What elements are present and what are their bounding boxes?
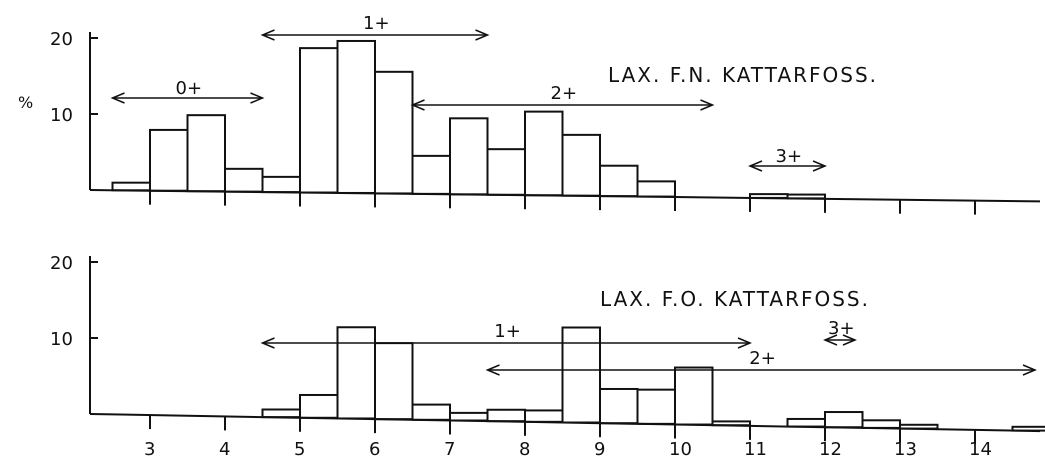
histogram-bar — [599, 387, 639, 425]
age-group-label: 3+ — [776, 146, 803, 167]
arrowhead-right — [1022, 364, 1037, 376]
histogram-bar — [524, 409, 564, 423]
histogram-bar — [599, 164, 639, 198]
age-group-label: 1+ — [494, 321, 521, 342]
x-tick-label: 5 — [294, 439, 305, 460]
histogram-bar — [299, 393, 339, 419]
x-tick-label: 14 — [969, 439, 992, 460]
arrowhead-right — [700, 99, 715, 111]
histogram-bar — [561, 133, 601, 197]
histogram-bar — [711, 420, 751, 427]
x-tick-label: 13 — [894, 439, 917, 460]
histogram-bar — [336, 326, 376, 420]
histogram-bar — [299, 47, 339, 194]
histogram-bar — [449, 411, 489, 422]
histogram-bar — [899, 423, 939, 430]
histogram-bar — [186, 114, 226, 193]
arrowhead-left — [823, 334, 838, 346]
chart-title: LAX. F.N. KATTARFOSS. — [608, 63, 878, 87]
histogram-bar — [524, 110, 564, 197]
arrowhead-right — [812, 160, 827, 172]
y-axis-label: % — [18, 93, 33, 112]
histogram-bar — [636, 388, 676, 425]
histogram-bar — [449, 117, 489, 196]
histogram-bar — [561, 326, 601, 424]
x-tick-label: 11 — [744, 439, 767, 460]
histogram-bar — [336, 39, 376, 194]
histogram-bar — [224, 167, 264, 193]
x-tick-label: 12 — [819, 439, 842, 460]
y-tick-label: 10 — [50, 105, 73, 126]
arrowhead-left — [748, 160, 763, 172]
histogram-bar — [374, 70, 414, 195]
arrowhead-right — [842, 334, 857, 346]
arrowhead-left — [260, 337, 275, 349]
age-group-label: 0+ — [176, 78, 203, 99]
y-tick-label: 20 — [50, 253, 73, 274]
y-tick-label: 20 — [50, 29, 73, 50]
histogram-bar — [411, 154, 451, 195]
arrowhead-left — [110, 92, 125, 104]
age-group-label: 2+ — [551, 83, 578, 104]
arrowhead-right — [737, 337, 752, 349]
chart-title: LAX. F.O. KATTARFOSS. — [600, 287, 870, 311]
arrowhead-left — [410, 99, 425, 111]
x-tick-label: 8 — [519, 439, 530, 460]
x-tick-label: 3 — [144, 439, 155, 460]
histogram-bar — [486, 148, 526, 196]
age-group-label: 3+ — [828, 318, 855, 339]
histogram-bar — [749, 193, 789, 199]
histogram-bar — [674, 366, 714, 426]
age-group-label: 1+ — [363, 13, 390, 34]
histogram-bar — [149, 128, 189, 192]
bottom-histogram-panel: 20 10 3 4 5 6 7 8 9 10 11 12 13 14 LAX. F.O. KATTARFOS… — [50, 253, 1045, 460]
arrowhead-left — [485, 364, 500, 376]
x-tick-label: 4 — [219, 439, 230, 460]
histogram-bar — [261, 408, 301, 419]
top-histogram-panel: 20 10 LAX. F.N. KATTARFOSS.% 0+ 1+ 2+ 3+ — [18, 13, 1041, 215]
histogram-bar — [786, 193, 826, 200]
histogram-bar — [861, 419, 901, 429]
histogram-bar — [374, 342, 414, 421]
y-tick-label: 10 — [50, 329, 73, 350]
x-tick-label: 10 — [669, 439, 692, 460]
histogram-bar — [486, 408, 526, 423]
histogram-bar — [824, 411, 864, 429]
histogram-bar — [111, 181, 151, 192]
histogram-bar — [1011, 425, 1045, 432]
arrowhead-left — [260, 29, 275, 41]
x-tick-label: 7 — [444, 439, 455, 460]
x-tick-label: 9 — [594, 439, 605, 460]
arrowhead-right — [250, 92, 265, 104]
histogram-bar — [786, 417, 826, 428]
histogram-bar — [411, 403, 451, 421]
age-group-label: 2+ — [749, 348, 776, 369]
histogram-bar — [636, 180, 676, 198]
x-tick-label: 6 — [369, 439, 380, 460]
histogram-bar — [261, 175, 301, 194]
arrowhead-right — [475, 29, 490, 41]
